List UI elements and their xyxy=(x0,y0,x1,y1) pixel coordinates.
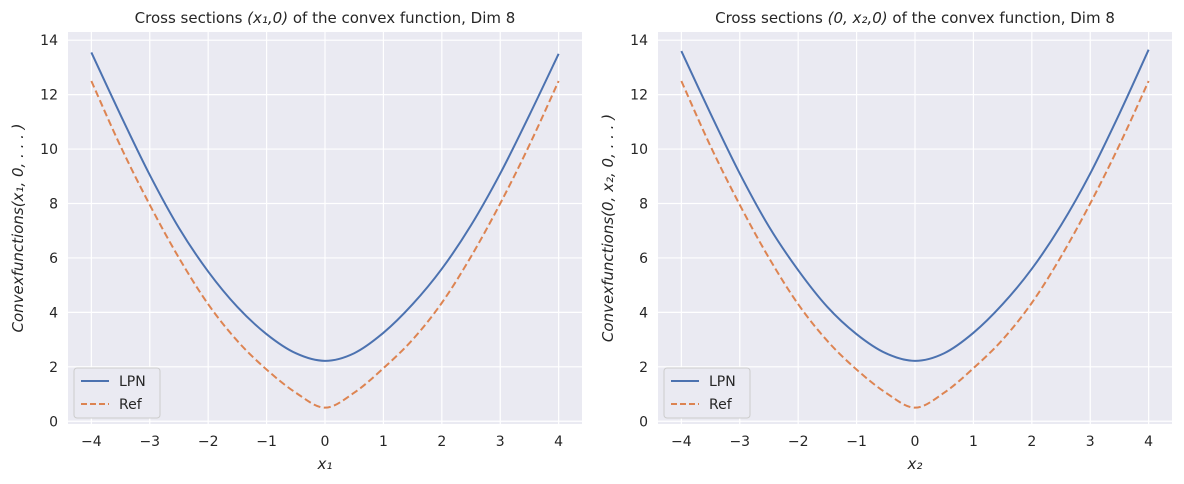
y-tick-label: 0 xyxy=(639,414,648,430)
legend: LPN Ref xyxy=(73,367,161,419)
x-tick-label: −2 xyxy=(198,434,219,450)
series-line-lpn xyxy=(680,49,1150,362)
y-tick-label: 14 xyxy=(40,33,58,49)
x-tick-label: −4 xyxy=(671,434,692,450)
y-axis-label: Convexfunctions(0, x₂, 0, . . . ) xyxy=(599,114,617,342)
chart-panel-1: Cross sections (x₁,0) of the convex func… xyxy=(9,9,582,473)
x-tick-label: 3 xyxy=(496,434,505,450)
x-tick-label: 2 xyxy=(1027,434,1036,450)
legend-box xyxy=(663,367,751,419)
series-line-ref xyxy=(680,80,1150,409)
y-tick-label: 10 xyxy=(630,142,648,158)
x-tick-label: 4 xyxy=(1144,434,1153,450)
chart-title: Cross sections (0, x₂,0) of the convex f… xyxy=(715,9,1115,27)
y-tick-label: 14 xyxy=(630,33,648,49)
x-tick-label: −4 xyxy=(81,434,102,450)
x-tick-label: −2 xyxy=(788,434,809,450)
chart-title: Cross sections (x₁,0) of the convex func… xyxy=(135,9,516,27)
x-axis-label: x₂ xyxy=(907,455,923,473)
y-tick-label: 6 xyxy=(49,251,58,267)
x-tick-label: 0 xyxy=(321,434,330,450)
x-axis-label: x₁ xyxy=(317,455,333,473)
legend-box xyxy=(73,367,161,419)
y-tick-label: 2 xyxy=(639,360,648,376)
legend-label-ref: Ref xyxy=(709,397,733,413)
y-tick-label: 0 xyxy=(49,414,58,430)
y-tick-label: 8 xyxy=(49,197,58,213)
x-tick-label: −3 xyxy=(139,434,160,450)
series-line-lpn xyxy=(90,51,560,362)
y-tick-label: 12 xyxy=(40,88,58,104)
legend-label-ref: Ref xyxy=(119,397,143,413)
x-tick-label: −3 xyxy=(729,434,750,450)
series-line-ref xyxy=(90,80,560,409)
x-tick-label: −1 xyxy=(256,434,277,450)
y-tick-label: 8 xyxy=(639,197,648,213)
x-tick-label: 2 xyxy=(437,434,446,450)
x-tick-label: 3 xyxy=(1086,434,1095,450)
legend-label-lpn: LPN xyxy=(119,374,146,390)
chart-panel-2: Cross sections (0, x₂,0) of the convex f… xyxy=(599,9,1172,473)
y-tick-label: 6 xyxy=(639,251,648,267)
y-tick-label: 4 xyxy=(49,305,58,321)
y-tick-label: 4 xyxy=(639,305,648,321)
y-tick-label: 2 xyxy=(49,360,58,376)
x-tick-label: −1 xyxy=(846,434,867,450)
legend: LPN Ref xyxy=(663,367,751,419)
y-tick-label: 12 xyxy=(630,88,648,104)
y-tick-label: 10 xyxy=(40,142,58,158)
x-tick-label: 4 xyxy=(554,434,563,450)
x-tick-label: 1 xyxy=(379,434,388,450)
legend-label-lpn: LPN xyxy=(709,374,736,390)
x-tick-label: 1 xyxy=(969,434,978,450)
y-axis-label: Convexfunctions(x₁, 0, . . . ) xyxy=(9,123,27,332)
x-tick-label: 0 xyxy=(911,434,920,450)
